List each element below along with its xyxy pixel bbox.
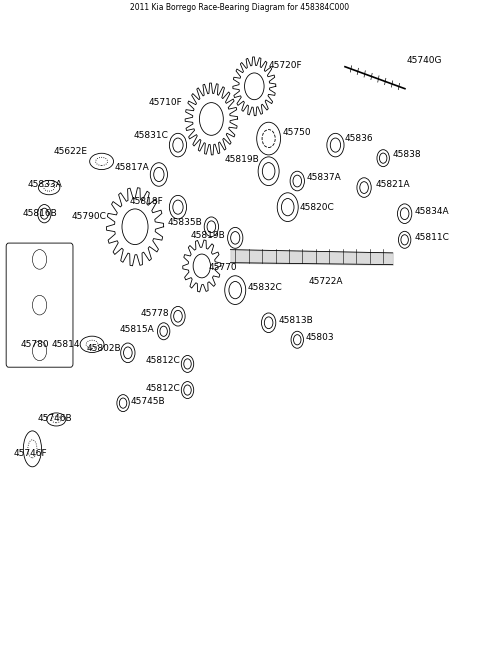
Text: 45802B: 45802B [86,344,120,354]
Text: 45622E: 45622E [53,147,87,156]
Text: 45819B: 45819B [191,231,226,239]
Text: 2011 Kia Borrego Race-Bearing Diagram for 458384C000: 2011 Kia Borrego Race-Bearing Diagram fo… [131,3,349,12]
Text: 45811C: 45811C [414,234,449,242]
Text: 45816B: 45816B [23,209,58,218]
Text: 45814: 45814 [52,340,80,349]
Text: 45746F: 45746F [13,449,47,458]
Text: 45835B: 45835B [167,218,202,227]
Text: 45832C: 45832C [247,283,282,292]
Text: 45750: 45750 [283,127,312,136]
Text: 45834A: 45834A [414,207,449,216]
Text: 45803: 45803 [306,333,335,342]
Text: 45817A: 45817A [115,163,149,173]
Text: 45780: 45780 [21,340,49,349]
Text: 45831C: 45831C [133,131,168,140]
Text: 45836: 45836 [345,134,373,143]
Text: 45820C: 45820C [300,203,335,212]
Text: 45815A: 45815A [120,325,154,334]
Text: 45812C: 45812C [145,384,180,392]
Text: 45818F: 45818F [130,197,164,207]
Text: 45745B: 45745B [130,397,165,405]
Text: 45770: 45770 [209,263,238,272]
Text: 45813B: 45813B [278,316,313,325]
Text: 45740G: 45740G [407,56,443,65]
Text: 45722A: 45722A [309,277,343,286]
Text: 45833A: 45833A [28,180,62,189]
Text: 45837A: 45837A [307,173,342,182]
Text: 45812C: 45812C [145,356,180,365]
Text: 45710F: 45710F [149,98,183,107]
Text: 45746B: 45746B [37,414,72,422]
Text: 45821A: 45821A [376,180,410,189]
Text: 45778: 45778 [141,309,169,318]
Text: 45819B: 45819B [224,155,259,164]
Text: 45838: 45838 [393,150,421,159]
Text: 45720F: 45720F [269,61,302,70]
Text: 45790C: 45790C [72,213,107,222]
